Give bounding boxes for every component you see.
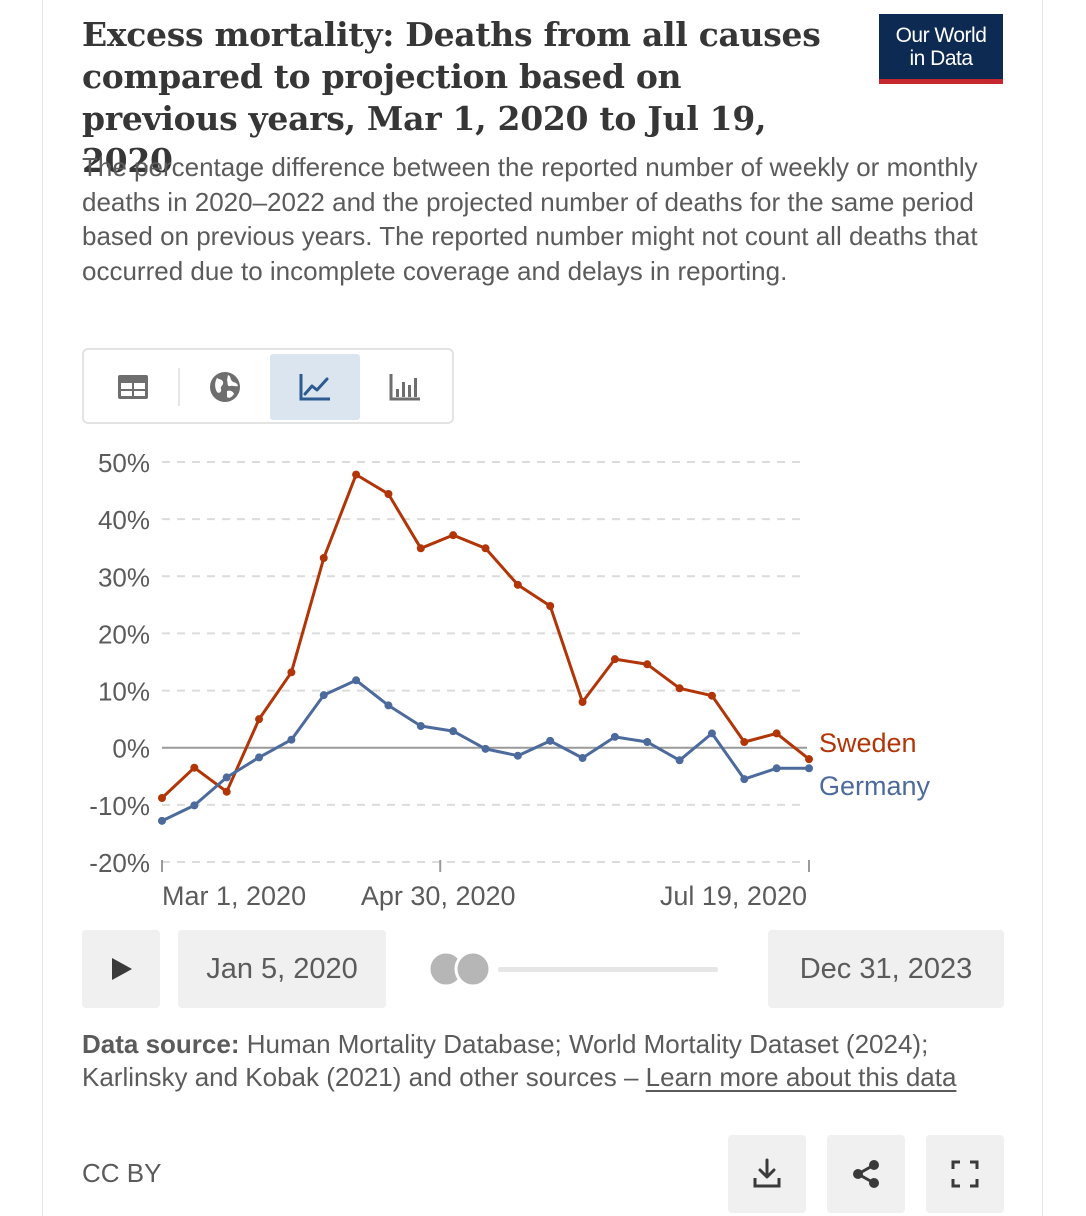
germany-point[interactable] — [707, 729, 716, 738]
x-tick-label: Jul 19, 2020 — [660, 881, 807, 911]
x-tick-label: Apr 30, 2020 — [361, 881, 516, 911]
y-tick-label: 10% — [98, 677, 150, 707]
germany-point[interactable] — [222, 773, 231, 782]
owid-logo[interactable]: Our World in Data — [879, 14, 1003, 84]
y-axis: 50% 40% 30% 20% 10% 0% -10% -20% — [89, 448, 150, 878]
sweden-point[interactable] — [805, 755, 813, 764]
line-chart: 50% 40% 30% 20% 10% 0% -10% -20% Mar 1, 2020 Apr… — [89, 448, 931, 911]
tab-separator — [178, 368, 180, 406]
slider-track — [498, 967, 718, 972]
timeline-slider[interactable] — [420, 946, 730, 992]
share-icon — [853, 1160, 879, 1188]
table-icon — [118, 375, 148, 399]
data-source: Data source: Human Mortality Database; W… — [82, 1028, 982, 1093]
fullscreen-button[interactable] — [926, 1135, 1004, 1213]
sweden-point[interactable] — [255, 715, 264, 724]
germany-point[interactable] — [578, 754, 587, 762]
sweden-point[interactable] — [675, 684, 684, 693]
sweden-point[interactable] — [416, 544, 425, 553]
logo-line-2: in Data — [909, 46, 973, 70]
legend-label-germany[interactable]: Germany — [819, 771, 931, 801]
learn-more-link[interactable]: Learn more about this data — [645, 1061, 957, 1092]
share-button[interactable] — [827, 1135, 905, 1213]
slider-handle-end[interactable] — [454, 950, 492, 988]
germany-point[interactable] — [546, 736, 555, 745]
germany-point[interactable] — [319, 691, 328, 700]
sweden-point[interactable] — [449, 531, 458, 540]
sweden-point[interactable] — [546, 602, 555, 610]
sweden-point[interactable] — [707, 691, 716, 700]
sweden-point[interactable] — [772, 729, 781, 738]
x-axis: Mar 1, 2020 Apr 30, 2020 Jul 19, 2020 — [161, 860, 810, 911]
timeline-end-date[interactable]: Dec 31, 2023 — [768, 930, 1004, 1008]
chart-grid — [162, 461, 807, 863]
y-tick-label: 40% — [98, 505, 150, 535]
y-tick-label: -20% — [89, 848, 150, 878]
sweden-point[interactable] — [740, 738, 749, 746]
chart-title: Excess mortality: Deaths from all causes… — [82, 15, 821, 180]
bar-chart-icon — [389, 374, 420, 401]
play-button[interactable] — [82, 930, 160, 1008]
germany-point[interactable] — [384, 701, 393, 710]
sweden-point[interactable] — [513, 580, 522, 589]
germany-point[interactable] — [158, 816, 166, 825]
germany-point[interactable] — [287, 735, 296, 744]
globe-icon — [210, 372, 240, 402]
data-source-text: Human Mortality Database; World Mortalit… — [82, 1029, 929, 1092]
germany-point[interactable] — [805, 764, 813, 773]
germany-point[interactable] — [352, 676, 361, 685]
sweden-point[interactable] — [287, 668, 296, 677]
germany-point[interactable] — [449, 727, 458, 736]
sweden-point[interactable] — [352, 470, 361, 479]
germany-point[interactable] — [675, 756, 684, 765]
line-chart-icon — [299, 374, 330, 401]
germany-point[interactable] — [740, 775, 749, 784]
tab-map[interactable] — [180, 354, 270, 420]
license-label: CC BY — [82, 1158, 162, 1188]
sweden-point[interactable] — [319, 554, 328, 562]
germany-point[interactable] — [643, 738, 652, 746]
sweden-point[interactable] — [643, 660, 652, 669]
tab-table[interactable] — [88, 354, 178, 420]
x-tick-label: Mar 1, 2020 — [162, 881, 306, 911]
download-button[interactable] — [728, 1135, 806, 1213]
view-tabs — [82, 348, 454, 424]
tab-chart[interactable] — [270, 354, 360, 420]
tab-bar[interactable] — [360, 354, 450, 420]
fullscreen-icon — [951, 1160, 979, 1188]
germany-point[interactable] — [416, 722, 425, 730]
germany-point[interactable] — [513, 751, 522, 760]
legend-label-sweden[interactable]: Sweden — [819, 728, 917, 758]
logo-line-1: Our World — [895, 23, 987, 47]
germany-point[interactable] — [481, 744, 490, 753]
y-tick-label: 0% — [112, 734, 150, 764]
series-germany — [158, 676, 813, 825]
germany-point[interactable] — [190, 801, 199, 810]
chart-series: Sweden Germany — [158, 470, 931, 825]
sweden-point[interactable] — [384, 490, 393, 498]
sweden-point[interactable] — [578, 698, 587, 706]
chart-card — [42, 0, 1043, 1216]
sweden-point[interactable] — [481, 544, 490, 553]
germany-point[interactable] — [610, 732, 619, 741]
y-tick-label: 20% — [98, 619, 150, 649]
timeline-start-date[interactable]: Jan 5, 2020 — [178, 930, 386, 1008]
sweden-point[interactable] — [158, 794, 166, 802]
y-tick-label: 30% — [98, 562, 150, 592]
data-source-label: Data source: — [82, 1029, 240, 1059]
sweden-point[interactable] — [610, 655, 619, 664]
chart-subtitle: The percentage difference between the re… — [82, 152, 978, 286]
download-icon — [753, 1158, 781, 1188]
germany-point[interactable] — [772, 764, 781, 773]
play-icon — [112, 958, 132, 980]
sweden-point[interactable] — [222, 787, 231, 796]
germany-point[interactable] — [255, 753, 264, 762]
sweden-point[interactable] — [190, 763, 199, 772]
y-tick-label: 50% — [98, 448, 150, 478]
series-sweden — [158, 470, 813, 802]
y-tick-label: -10% — [89, 791, 150, 821]
